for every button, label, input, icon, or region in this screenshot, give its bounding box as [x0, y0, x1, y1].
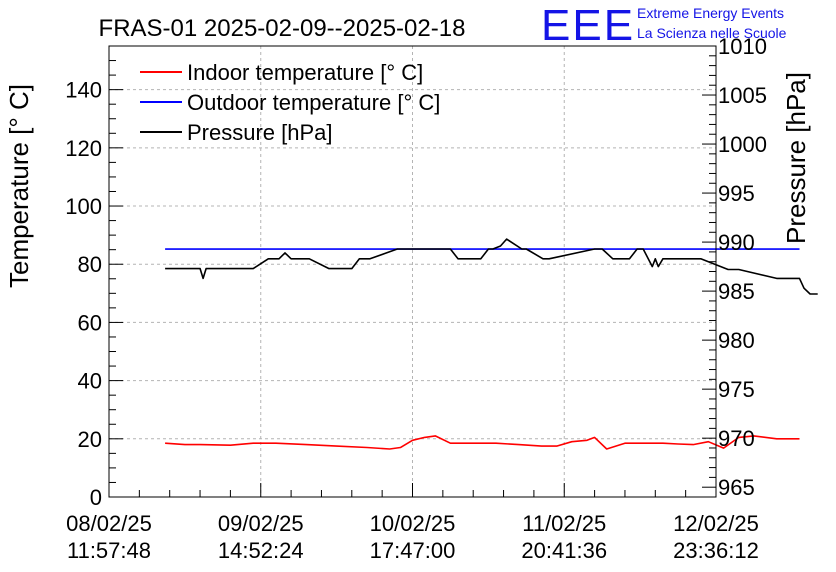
eee-logo-line2: La Scienza nelle Scuole — [637, 25, 787, 41]
y-right-tick-label: 1010 — [718, 34, 767, 59]
eee-logo: EEE Extreme Energy Events La Scienza nel… — [541, 1, 787, 50]
x-tick-label-time: 14:52:24 — [218, 538, 304, 563]
x-tick-label-date: 08/02/25 — [66, 511, 152, 536]
x-tick-label-date: 09/02/25 — [218, 511, 304, 536]
y-right-tick-label: 1000 — [718, 132, 767, 157]
legend: Indoor temperature [° C] Outdoor tempera… — [140, 60, 440, 145]
y-tick-label: 80 — [78, 252, 102, 277]
y-right-tick-label: 985 — [718, 279, 755, 304]
y-right-tick-label: 965 — [718, 475, 755, 500]
x-tick-label-time: 11:57:48 — [67, 538, 151, 563]
y-axis-right-label: Pressure [hPa] — [781, 72, 811, 244]
y-right-tick-label: 1005 — [718, 83, 767, 108]
legend-label-pressure: Pressure [hPa] — [187, 120, 333, 145]
chart-title: FRAS-01 2025-02-09--2025-02-18 — [99, 15, 466, 42]
y-right-tick-label: 980 — [718, 328, 755, 353]
eee-logo-line1: Extreme Energy Events — [637, 5, 784, 21]
y-tick-label: 40 — [78, 369, 102, 394]
y-tick-label: 100 — [65, 194, 102, 219]
y-right-tick-label: 995 — [718, 181, 755, 206]
y-tick-label: 20 — [78, 427, 102, 452]
y-axis-label: Temperature [° C] — [4, 84, 34, 288]
series-line-pressure — [165, 238, 818, 295]
y-tick-label: 60 — [78, 310, 102, 335]
y-right-tick-label: 990 — [718, 230, 755, 255]
y-right-tick-label: 975 — [718, 377, 755, 402]
series-group — [165, 238, 818, 450]
y-right-tick-label: 970 — [718, 426, 755, 451]
legend-label-outdoor: Outdoor temperature [° C] — [187, 90, 440, 115]
grid-lines — [109, 46, 716, 497]
y-tick-label: 0 — [90, 485, 102, 510]
x-tick-label-time: 23:36:12 — [673, 538, 759, 563]
legend-label-indoor: Indoor temperature [° C] — [187, 60, 423, 85]
eee-logo-text: EEE — [541, 1, 635, 50]
x-tick-label-date: 12/02/25 — [673, 511, 759, 536]
y-tick-label: 140 — [65, 78, 102, 103]
x-tick-label-date: 10/02/25 — [370, 511, 456, 536]
plot-frame — [108, 45, 717, 498]
series-line-indoor — [165, 435, 800, 450]
x-tick-label-time: 20:41:36 — [521, 538, 607, 563]
y-tick-label: 120 — [65, 136, 102, 161]
x-tick-label-date: 11/02/25 — [522, 511, 606, 536]
x-tick-label-time: 17:47:00 — [370, 538, 456, 563]
